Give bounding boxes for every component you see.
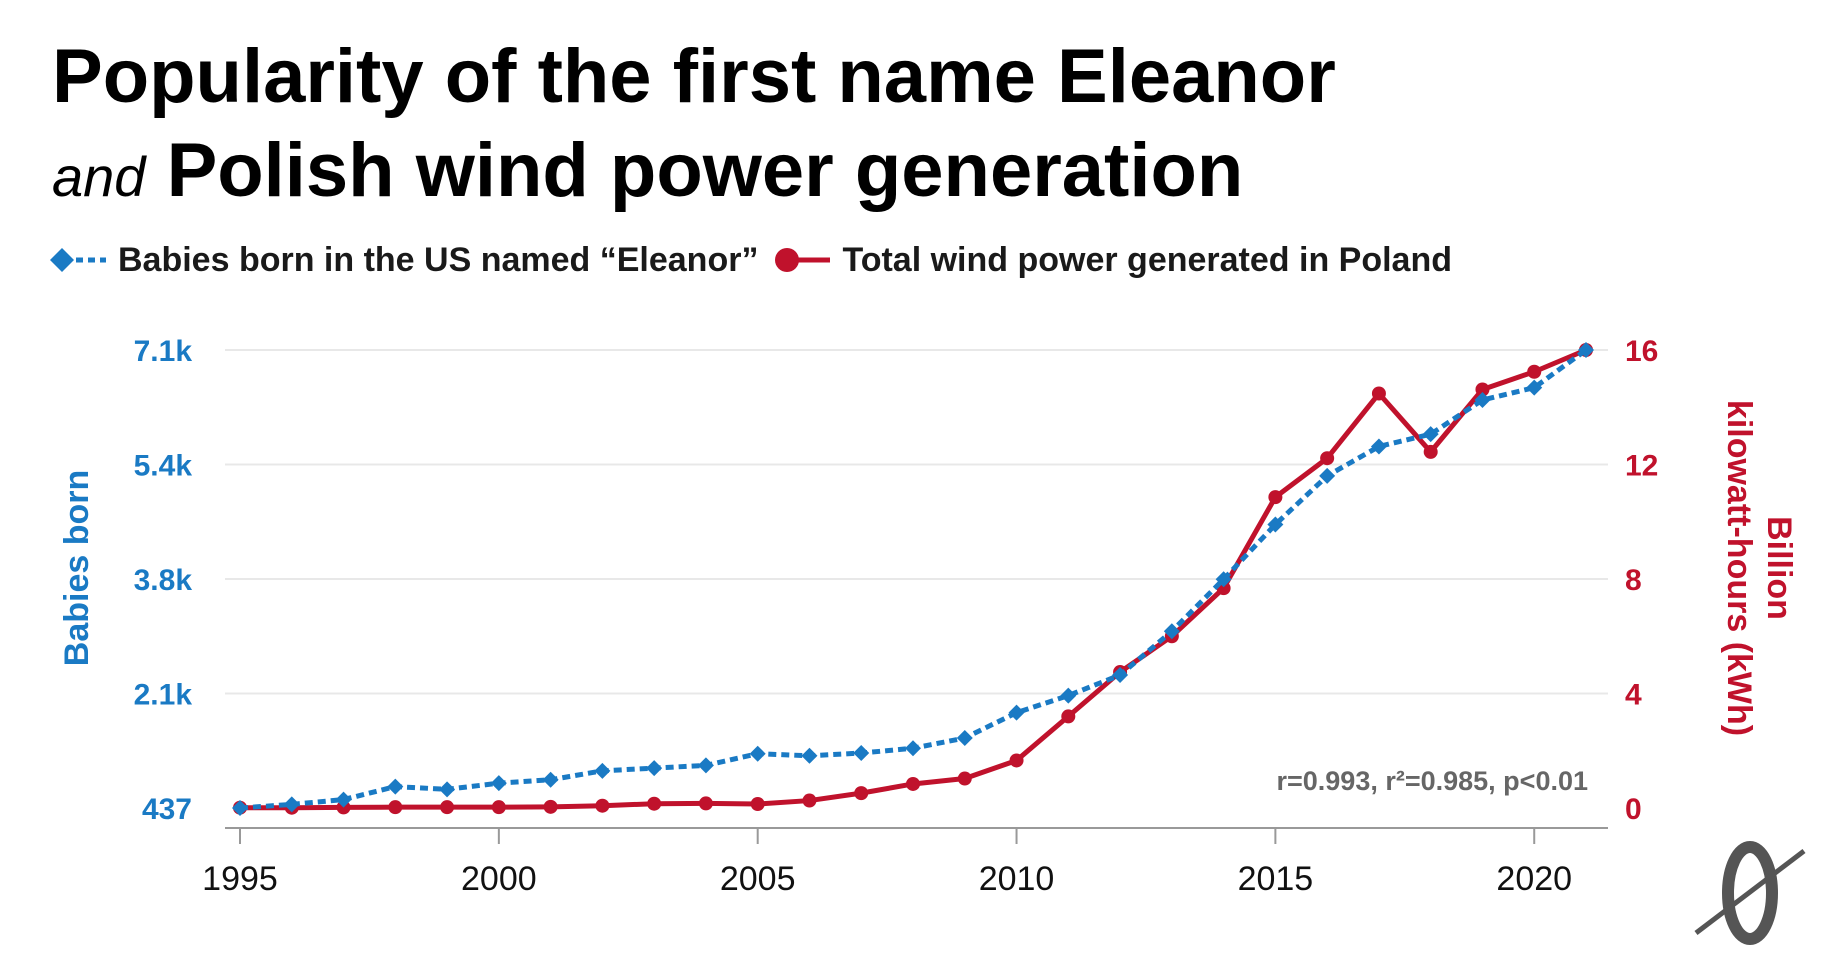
title-connector: and (52, 145, 146, 208)
data-point-eleanor (439, 781, 456, 798)
data-point-eleanor (1215, 571, 1232, 588)
data-point-wind-power (957, 771, 972, 786)
legend-label-wind: Total wind power generated in Poland (842, 240, 1452, 279)
data-point-eleanor (1578, 342, 1594, 358)
data-point-eleanor (387, 778, 404, 795)
data-point-eleanor (232, 800, 248, 816)
right-axis-title-line-1: Billion (1760, 516, 1798, 620)
right-axis-tick-label: 4 (1625, 679, 1642, 712)
data-point-eleanor (542, 771, 559, 788)
data-point-wind-power (491, 800, 506, 815)
data-point-wind-power (854, 786, 869, 801)
data-point-eleanor (1370, 438, 1387, 455)
brand-logo-icon (1694, 841, 1806, 945)
data-point-eleanor (853, 745, 870, 762)
x-axis-tick-label: 2015 (1238, 860, 1314, 898)
data-point-wind-power (750, 796, 765, 811)
data-point-eleanor (1319, 467, 1336, 484)
left-axis-tick-label: 7.1k (134, 335, 193, 368)
left-axis-tick-label: 437 (142, 793, 192, 826)
chart-title: Popularity of the first name Eleanor and… (52, 30, 1752, 224)
right-axis-tick-label: 12 (1625, 450, 1658, 483)
data-point-wind-power (1268, 490, 1283, 505)
data-point-wind-power (1371, 386, 1386, 401)
left-axis-tick-label: 5.4k (134, 449, 193, 482)
data-point-wind-power (1527, 364, 1542, 379)
left-axis-tick-label: 2.1k (134, 679, 193, 712)
legend-item-eleanor: Babies born in the US named “Eleanor” (50, 241, 758, 280)
data-point-eleanor (1267, 516, 1284, 533)
grid-lines (225, 349, 1608, 695)
right-axis-tick-label: 0 (1625, 793, 1642, 826)
data-point-wind-power (543, 799, 558, 814)
data-point-wind-power (1320, 451, 1335, 466)
title-line-2: Polish wind power generation (166, 128, 1244, 213)
x-axis-tick-label: 1995 (202, 860, 278, 898)
right-axis-tick-label: 16 (1625, 335, 1658, 368)
data-point-eleanor (1060, 687, 1077, 704)
legend-label-eleanor: Babies born in the US named “Eleanor” (118, 240, 759, 279)
data-point-eleanor (905, 740, 921, 757)
data-point-eleanor (646, 760, 663, 777)
x-axis-tick-label: 2020 (1496, 860, 1572, 898)
correlation-stats: r=0.993, r²=0.985, p<0.01 (1277, 766, 1589, 796)
data-point-wind-power (802, 793, 817, 808)
right-axis-title: Billion kilowatt-hours (kWh) (1720, 400, 1798, 736)
data-point-wind-power (1423, 444, 1438, 459)
data-point-eleanor (956, 729, 973, 746)
series-eleanor (232, 342, 1594, 816)
data-point-eleanor (1163, 623, 1180, 640)
data-point-wind-power (906, 776, 920, 791)
data-point-eleanor (335, 791, 352, 808)
legend-item-wind: Total wind power generated in Poland (774, 241, 1452, 280)
right-axis-title-line-2: kilowatt-hours (kWh) (1720, 400, 1758, 736)
x-axis-tick-label: 2005 (720, 860, 796, 898)
data-point-eleanor (1112, 667, 1129, 684)
data-point-wind-power (698, 796, 713, 811)
data-point-wind-power (595, 798, 610, 813)
x-axis-ticks: 1995 2000 2005 2010 2015 2020 (202, 828, 1572, 898)
data-point-eleanor (1474, 391, 1491, 408)
data-point-wind-power (388, 800, 403, 815)
data-point-eleanor (801, 747, 818, 764)
left-axis-tick-label: 3.8k (134, 564, 193, 597)
data-point-wind-power (440, 800, 455, 815)
data-point-wind-power (1061, 709, 1076, 724)
data-point-eleanor (1422, 426, 1439, 443)
data-point-eleanor (283, 796, 300, 813)
data-point-wind-power (1009, 753, 1024, 768)
data-point-eleanor (1008, 704, 1025, 721)
data-point-eleanor (1526, 379, 1543, 396)
x-axis-tick-label: 2010 (979, 860, 1055, 898)
data-point-wind-power (647, 796, 662, 811)
left-axis-title: Babies born (58, 470, 96, 666)
data-point-eleanor (490, 775, 507, 792)
title-line-1: Popularity of the first name Eleanor (52, 34, 1336, 119)
x-axis-tick-label: 2000 (461, 860, 537, 898)
data-point-eleanor (749, 745, 766, 762)
chart-legend: Babies born in the US named “Eleanor” To… (50, 238, 1468, 282)
right-axis-tick-label: 8 (1625, 564, 1642, 597)
right-axis-ticks: 0 4 8 12 16 (1625, 335, 1658, 826)
legend-diamond-line-icon (50, 248, 106, 272)
data-point-eleanor (697, 757, 714, 774)
data-point-eleanor (594, 762, 611, 779)
data-point-wind-power (1475, 382, 1490, 397)
left-axis-ticks: 437 2.1k 3.8k 5.4k 7.1k (134, 335, 193, 826)
legend-circle-line-icon (775, 248, 831, 272)
